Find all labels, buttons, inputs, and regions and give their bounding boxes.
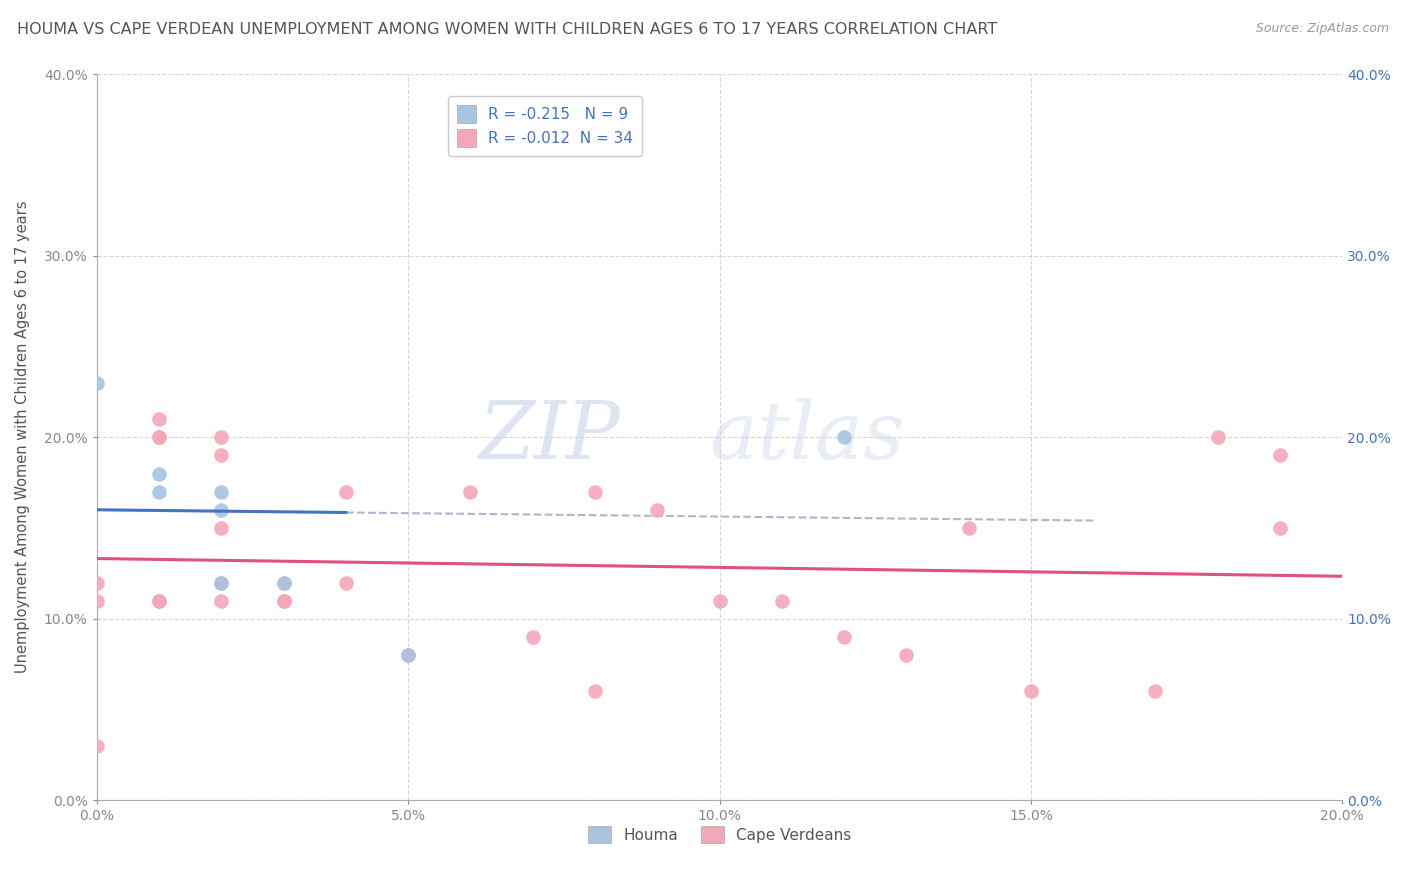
Point (209, 521, 232, 535)
Text: HOUMA VS CAPE VERDEAN UNEMPLOYMENT AMONG WOMEN WITH CHILDREN AGES 6 TO 17 YEARS : HOUMA VS CAPE VERDEAN UNEMPLOYMENT AMONG… (17, 22, 997, 37)
Point (86, 376, 108, 390)
Point (396, 648, 419, 662)
Point (770, 593, 793, 607)
Point (209, 593, 232, 607)
Point (209, 449, 232, 463)
Point (1019, 684, 1042, 698)
Point (209, 484, 232, 499)
Point (335, 484, 357, 499)
Point (209, 575, 232, 590)
Point (1144, 684, 1167, 698)
Point (957, 521, 980, 535)
Point (460, 484, 482, 499)
Point (273, 575, 295, 590)
Text: Source: ZipAtlas.com: Source: ZipAtlas.com (1256, 22, 1389, 36)
Point (148, 467, 170, 481)
Point (148, 430, 170, 444)
Point (148, 593, 170, 607)
Point (1268, 449, 1291, 463)
Point (896, 648, 918, 662)
Text: atlas: atlas (709, 399, 904, 476)
Point (832, 430, 855, 444)
Point (1206, 430, 1229, 444)
Point (86, 575, 108, 590)
Text: ZIP: ZIP (478, 399, 620, 476)
Point (86, 593, 108, 607)
Y-axis label: Unemployment Among Women with Children Ages 6 to 17 years: Unemployment Among Women with Children A… (15, 201, 30, 673)
Legend: R = -0.215   N = 9, R = -0.012  N = 34: R = -0.215 N = 9, R = -0.012 N = 34 (449, 96, 643, 156)
Point (148, 484, 170, 499)
Point (148, 593, 170, 607)
Point (209, 430, 232, 444)
Point (396, 648, 419, 662)
Point (209, 503, 232, 517)
Point (1268, 521, 1291, 535)
Point (273, 575, 295, 590)
Point (709, 593, 731, 607)
Point (148, 412, 170, 426)
Point (86, 739, 108, 753)
Point (522, 630, 544, 644)
Point (583, 484, 606, 499)
Point (273, 593, 295, 607)
Point (273, 593, 295, 607)
Point (209, 575, 232, 590)
Point (583, 684, 606, 698)
Point (832, 630, 855, 644)
Point (148, 430, 170, 444)
Point (645, 503, 668, 517)
Point (335, 575, 357, 590)
